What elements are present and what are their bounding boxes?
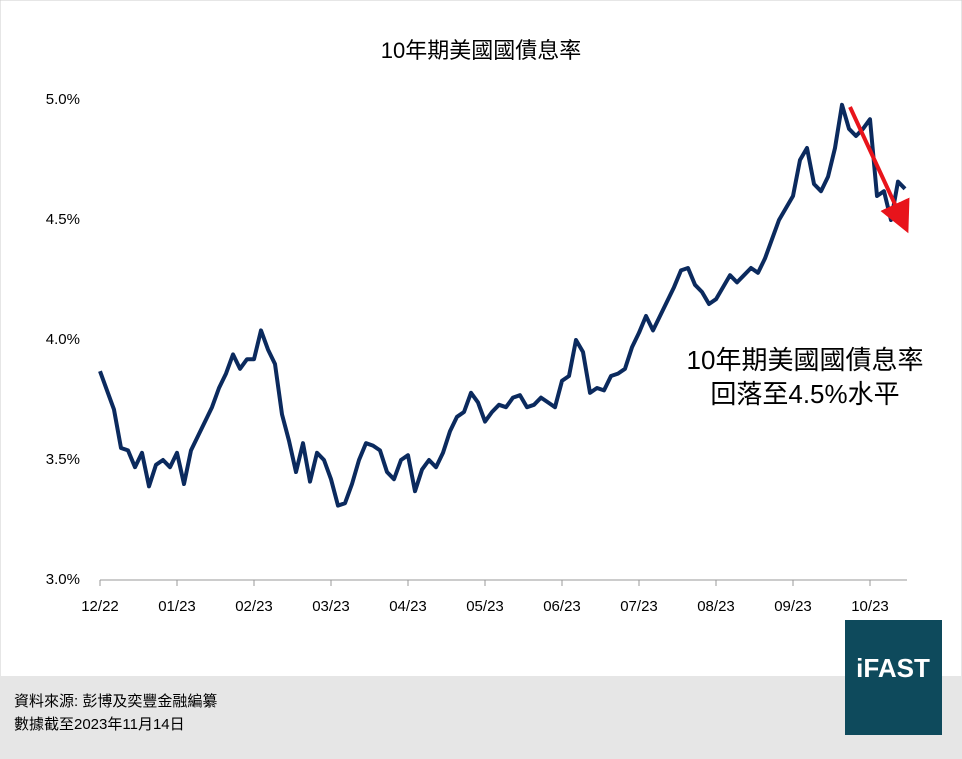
y-tick-label: 4.0% bbox=[46, 331, 80, 348]
x-tick-label: 10/23 bbox=[851, 598, 889, 615]
source-note: 資料來源: 彭博及奕豐金融編纂 bbox=[14, 692, 217, 710]
y-tick-label: 3.0% bbox=[46, 571, 80, 588]
x-tick-label: 09/23 bbox=[774, 598, 812, 615]
x-tick-label: 01/23 bbox=[158, 598, 196, 615]
logo: iFAST bbox=[856, 653, 930, 683]
logo-box bbox=[845, 620, 942, 735]
source-note: 數據截至2023年11月14日 bbox=[14, 716, 185, 733]
x-tick-label: 12/22 bbox=[81, 598, 119, 615]
x-tick-label: 06/23 bbox=[543, 598, 581, 615]
x-tick-label: 03/23 bbox=[312, 598, 350, 615]
x-tick-label: 08/23 bbox=[697, 598, 735, 615]
x-tick-label: 02/23 bbox=[235, 598, 273, 615]
x-tick-label: 05/23 bbox=[466, 598, 504, 615]
y-tick-label: 4.5% bbox=[46, 211, 80, 228]
footer-band bbox=[0, 676, 962, 759]
annotation: 10年期美國國債息率 bbox=[687, 345, 924, 375]
trend-arrow bbox=[848, 106, 910, 234]
line-series bbox=[98, 102, 907, 508]
annotation: 回落至4.5%水平 bbox=[710, 379, 899, 409]
y-tick-label: 3.5% bbox=[46, 451, 80, 468]
y-tick-label: 5.0% bbox=[46, 91, 80, 108]
x-tick-label: 04/23 bbox=[389, 598, 427, 615]
x-tick-label: 07/23 bbox=[620, 598, 658, 615]
chart-title: 10年期美國國債息率 bbox=[381, 38, 581, 63]
